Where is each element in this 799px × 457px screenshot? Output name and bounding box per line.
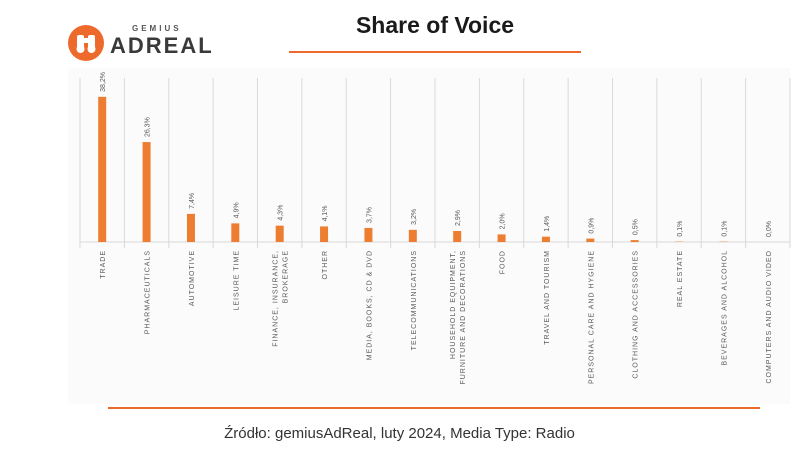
logo-small-text: GEMIUS: [132, 24, 182, 33]
category-label: HOUSEHOLD EQUIPMENT,: [450, 250, 457, 359]
data-label: 4,3%: [278, 205, 285, 221]
chart-title: Share of Voice: [355, 12, 515, 38]
adreal-logo: GEMIUS ADREAL: [68, 22, 218, 62]
bar: [142, 142, 151, 242]
category-label: TELECOMMUNICATIONS: [411, 250, 418, 350]
data-label: 3,7%: [366, 207, 373, 223]
data-label: 4,9%: [233, 202, 240, 218]
data-label: 38,2%: [100, 72, 107, 92]
data-label: 3,2%: [411, 209, 418, 225]
data-label: 2,0%: [500, 213, 507, 229]
bar: [98, 96, 107, 242]
logo-wordmark: ADREAL: [110, 33, 214, 58]
category-label: LEISURE TIME: [233, 250, 240, 311]
title-underline: [289, 51, 581, 53]
category-label: AUTOMOTIVE: [189, 250, 196, 306]
category-label: CLOTHING AND ACCESSORIES: [633, 250, 640, 379]
category-label: MEDIA, BOOKS, CD & DVD: [366, 250, 373, 360]
category-label: PHARMACEUTICALS: [145, 250, 152, 334]
data-label: 7,4%: [189, 193, 196, 209]
category-label: TRAVEL AND TOURISM: [544, 250, 551, 345]
bar: [320, 226, 329, 242]
bar: [186, 213, 195, 242]
bar: [630, 240, 639, 242]
category-label: TRADE: [100, 250, 107, 279]
category-label: OTHER: [322, 250, 329, 280]
data-label: 0,0%: [766, 221, 773, 237]
bar: [541, 236, 550, 242]
data-label: 4,1%: [322, 205, 329, 221]
category-label: FURNITURE AND DECORATIONS: [460, 250, 467, 385]
binoculars-icon: [68, 25, 104, 61]
category-label: COMPUTERS AND AUDIO VIDEO: [766, 250, 773, 384]
category-label: BEVERAGES AND ALCOHOL: [721, 250, 728, 366]
category-label: PERSONAL CARE AND HYGIENE: [588, 250, 595, 384]
source-note: Źródło: gemiusAdReal, luty 2024, Media T…: [224, 425, 575, 442]
bar: [408, 229, 417, 242]
bar: [364, 227, 373, 242]
data-label: 0,5%: [633, 219, 640, 235]
data-label: 0,9%: [588, 218, 595, 234]
data-label: 26,3%: [145, 117, 152, 137]
bar: [275, 225, 284, 242]
footer-divider: [108, 407, 760, 409]
category-label: FINANCE, INSURANCE,: [273, 250, 280, 347]
category-label: REAL ESTATE: [677, 250, 684, 307]
bar: [453, 230, 462, 242]
data-label: 2,9%: [455, 210, 462, 226]
data-label: 1,4%: [544, 216, 551, 232]
bar: [586, 238, 595, 242]
category-label: FOOD: [500, 250, 507, 274]
data-label: 0,1%: [677, 221, 684, 237]
bar: [497, 234, 506, 242]
data-label: 0,1%: [721, 221, 728, 237]
category-label: BROKERAGE: [283, 250, 290, 303]
bar: [231, 223, 240, 242]
